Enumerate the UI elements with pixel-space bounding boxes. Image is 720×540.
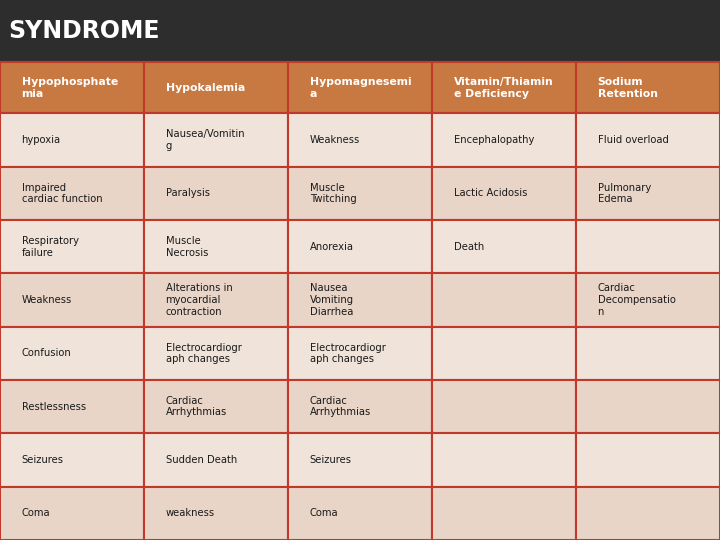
Text: Impaired
cardiac function: Impaired cardiac function: [22, 183, 102, 204]
Bar: [288, 167, 432, 220]
Bar: [576, 113, 720, 167]
Bar: [432, 113, 576, 167]
Text: Encephalopathy: Encephalopathy: [454, 135, 534, 145]
Bar: [0, 62, 144, 113]
Bar: [144, 433, 288, 487]
Text: Seizures: Seizures: [22, 455, 63, 465]
Text: Seizures: Seizures: [310, 455, 351, 465]
Bar: [576, 273, 720, 327]
Text: Electrocardiogr
aph changes: Electrocardiogr aph changes: [310, 342, 385, 364]
Bar: [576, 220, 720, 273]
Bar: [288, 113, 432, 167]
Text: Paralysis: Paralysis: [166, 188, 210, 198]
Text: Hypokalemia: Hypokalemia: [166, 83, 245, 93]
Text: Restlessness: Restlessness: [22, 402, 86, 411]
Bar: [432, 487, 576, 540]
Bar: [576, 433, 720, 487]
Text: Respiratory
failure: Respiratory failure: [22, 236, 78, 258]
Text: Muscle
Twitching: Muscle Twitching: [310, 183, 356, 204]
Text: Coma: Coma: [22, 508, 50, 518]
Text: Cardiac
Arrhythmias: Cardiac Arrhythmias: [310, 396, 371, 417]
Bar: [0, 487, 144, 540]
Bar: [144, 167, 288, 220]
Bar: [576, 62, 720, 113]
Bar: [288, 273, 432, 327]
Bar: [576, 167, 720, 220]
Text: Coma: Coma: [310, 508, 338, 518]
Text: Death: Death: [454, 242, 484, 252]
Bar: [144, 62, 288, 113]
Bar: [288, 327, 432, 380]
Bar: [432, 167, 576, 220]
Text: Weakness: Weakness: [310, 135, 360, 145]
Bar: [288, 380, 432, 433]
Bar: [432, 327, 576, 380]
Text: Anorexia: Anorexia: [310, 242, 354, 252]
Bar: [576, 327, 720, 380]
Bar: [288, 433, 432, 487]
Bar: [288, 220, 432, 273]
Text: Hypophosphate
mia: Hypophosphate mia: [22, 77, 118, 98]
Text: Lactic Acidosis: Lactic Acidosis: [454, 188, 527, 198]
Bar: [576, 380, 720, 433]
Bar: [288, 487, 432, 540]
Bar: [0, 273, 144, 327]
Bar: [144, 113, 288, 167]
Bar: [0, 113, 144, 167]
Text: Nausea/Vomitin
g: Nausea/Vomitin g: [166, 129, 244, 151]
Text: Weakness: Weakness: [22, 295, 72, 305]
Text: Cardiac
Decompensatio
n: Cardiac Decompensatio n: [598, 284, 675, 316]
Text: Sudden Death: Sudden Death: [166, 455, 237, 465]
Text: Alterations in
myocardial
contraction: Alterations in myocardial contraction: [166, 284, 233, 316]
Bar: [0, 0, 720, 62]
Bar: [432, 62, 576, 113]
Bar: [0, 433, 144, 487]
Bar: [0, 380, 144, 433]
Bar: [0, 220, 144, 273]
Text: Muscle
Necrosis: Muscle Necrosis: [166, 236, 208, 258]
Text: Electrocardiogr
aph changes: Electrocardiogr aph changes: [166, 342, 241, 364]
Text: Cardiac
Arrhythmias: Cardiac Arrhythmias: [166, 396, 227, 417]
Bar: [576, 487, 720, 540]
Bar: [288, 62, 432, 113]
Text: Sodium
Retention: Sodium Retention: [598, 77, 657, 98]
Bar: [144, 487, 288, 540]
Bar: [432, 380, 576, 433]
Bar: [144, 380, 288, 433]
Bar: [144, 327, 288, 380]
Bar: [0, 327, 144, 380]
Text: Nausea
Vomiting
Diarrhea: Nausea Vomiting Diarrhea: [310, 284, 354, 316]
Bar: [144, 220, 288, 273]
Bar: [432, 220, 576, 273]
Text: hypoxia: hypoxia: [22, 135, 60, 145]
Text: Vitamin/Thiamin
e Deficiency: Vitamin/Thiamin e Deficiency: [454, 77, 554, 98]
Bar: [144, 273, 288, 327]
Text: weakness: weakness: [166, 508, 215, 518]
Bar: [432, 273, 576, 327]
Bar: [0, 167, 144, 220]
Bar: [432, 433, 576, 487]
Text: Pulmonary
Edema: Pulmonary Edema: [598, 183, 651, 204]
Text: Hypomagnesemi
a: Hypomagnesemi a: [310, 77, 411, 98]
Text: Fluid overload: Fluid overload: [598, 135, 668, 145]
Text: Confusion: Confusion: [22, 348, 71, 359]
Text: SYNDROME: SYNDROME: [9, 19, 160, 43]
